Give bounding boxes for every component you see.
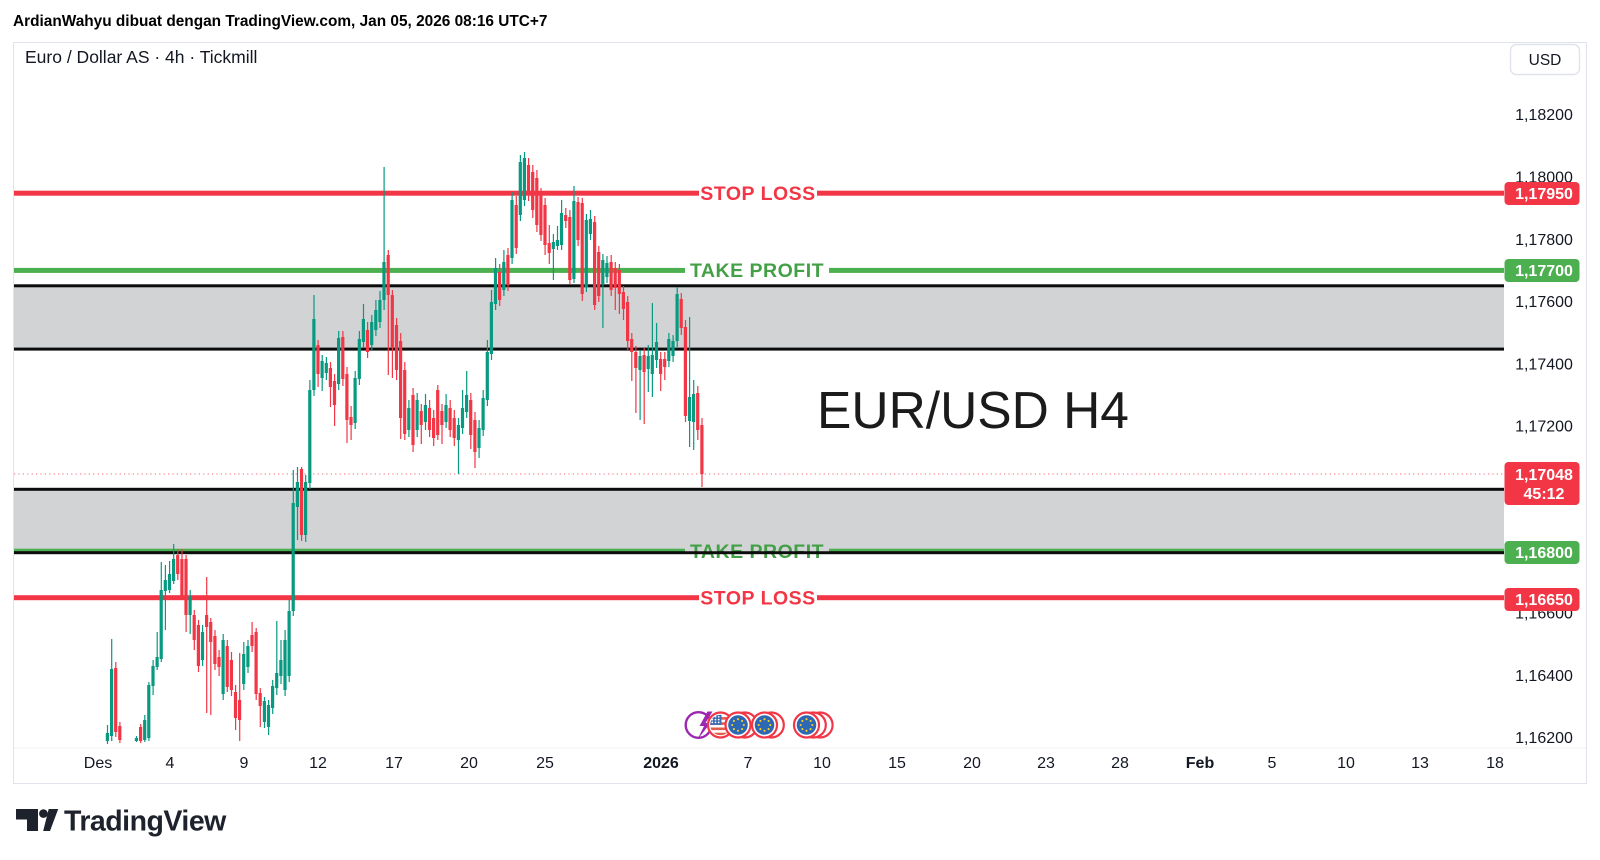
svg-text:15: 15	[888, 755, 906, 772]
svg-text:25: 25	[536, 755, 554, 772]
svg-text:TradingView: TradingView	[64, 806, 227, 838]
svg-text:1,17200: 1,17200	[1515, 419, 1573, 436]
svg-text:5: 5	[1268, 755, 1277, 772]
svg-text:28: 28	[1111, 755, 1129, 772]
svg-text:18: 18	[1486, 755, 1504, 772]
svg-text:1,17048: 1,17048	[1515, 467, 1573, 484]
svg-text:Feb: Feb	[1186, 755, 1215, 772]
svg-text:Des: Des	[84, 755, 112, 772]
svg-text:9: 9	[240, 755, 249, 772]
svg-text:45:12: 45:12	[1524, 486, 1565, 503]
svg-text:USD: USD	[1529, 52, 1562, 69]
svg-text:1,17950: 1,17950	[1515, 186, 1573, 203]
svg-text:20: 20	[963, 755, 981, 772]
svg-text:STOP LOSS: STOP LOSS	[700, 588, 815, 610]
svg-text:1,17400: 1,17400	[1515, 356, 1573, 373]
svg-text:10: 10	[813, 755, 831, 772]
svg-text:ArdianWahyu dibuat dengan Trad: ArdianWahyu dibuat dengan TradingView.co…	[13, 13, 547, 30]
svg-text:1,16400: 1,16400	[1515, 668, 1573, 685]
svg-text:STOP LOSS: STOP LOSS	[700, 183, 815, 205]
svg-text:TAKE PROFIT: TAKE PROFIT	[690, 260, 824, 282]
svg-text:EUR/USD H4: EUR/USD H4	[817, 381, 1129, 439]
svg-text:12: 12	[309, 755, 327, 772]
svg-text:4: 4	[166, 755, 175, 772]
svg-text:17: 17	[385, 755, 403, 772]
svg-text:1,16200: 1,16200	[1515, 730, 1573, 747]
svg-text:7: 7	[744, 755, 753, 772]
svg-text:20: 20	[460, 755, 478, 772]
svg-text:1,17800: 1,17800	[1515, 232, 1573, 249]
svg-text:10: 10	[1337, 755, 1355, 772]
svg-text:1,17700: 1,17700	[1515, 263, 1573, 280]
svg-text:Euro / Dollar AS · 4h · Tickmi: Euro / Dollar AS · 4h · Tickmill	[25, 47, 257, 67]
svg-text:1,17600: 1,17600	[1515, 294, 1573, 311]
svg-text:1,16650: 1,16650	[1515, 592, 1573, 609]
svg-text:23: 23	[1037, 755, 1055, 772]
svg-text:2026: 2026	[643, 755, 679, 772]
svg-text:1,18200: 1,18200	[1515, 107, 1573, 124]
svg-text:13: 13	[1411, 755, 1429, 772]
svg-text:1,16800: 1,16800	[1515, 545, 1573, 562]
